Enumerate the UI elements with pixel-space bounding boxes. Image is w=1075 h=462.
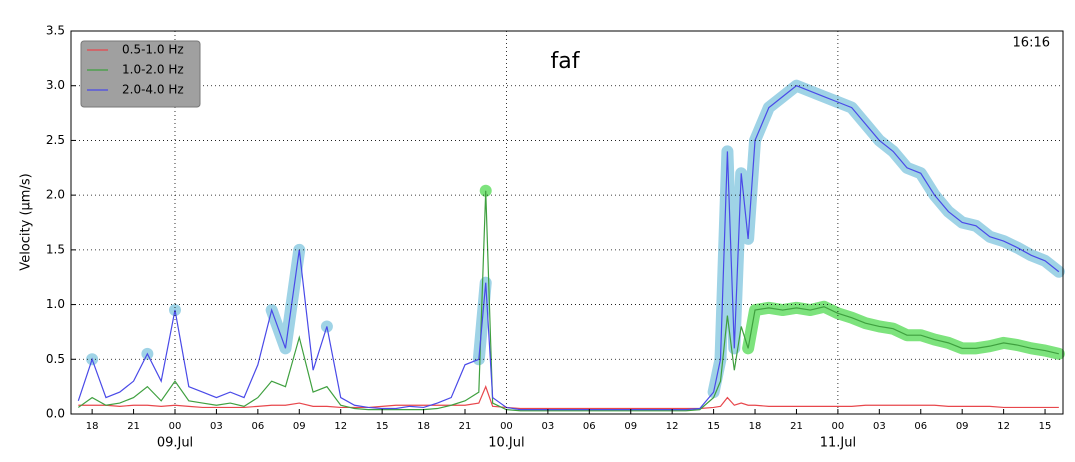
legend-label: 2.0-4.0 Hz [122,83,184,97]
date-label: 10.Jul [488,436,524,451]
legend-label: 0.5-1.0 Hz [122,43,184,57]
highlight [265,243,306,355]
series-line [77,190,1059,412]
x-tick-label: 15 [1039,421,1052,432]
y-tick-label: 0.5 [46,352,65,366]
x-tick-label: 18 [86,421,99,432]
chart-title: faf [551,49,581,74]
x-tick-label: 06 [251,421,264,432]
x-tick-label: 00 [500,421,513,432]
x-tick-label: 06 [583,421,596,432]
x-tick-label: 21 [127,421,140,432]
x-tick-label: 18 [749,421,762,432]
series-line [78,384,1059,410]
y-axis-label: Velocity (μm/s) [19,173,34,270]
x-tick-label: 03 [210,421,223,432]
y-tick-label: 2.5 [46,133,65,147]
date-label: 09.Jul [157,436,193,451]
x-tick-label: 09 [956,421,969,432]
x-tick-label: 09 [624,421,637,432]
legend-box [80,40,201,108]
plot-frame [70,30,1064,415]
y-tick-label: 2.0 [46,188,65,202]
x-tick-label: 00 [832,421,845,432]
x-tick-label: 00 [169,421,182,432]
x-tick-label: 12 [334,421,347,432]
series-line [77,85,1060,411]
highlights [86,79,1065,399]
x-tick-label: 21 [459,421,472,432]
y-tick-label: 3.5 [46,24,65,38]
highlight [742,300,1065,360]
x-tick-label: 15 [707,421,720,432]
y-tick-label: 1.5 [46,242,65,256]
x-tick-label: 09 [293,421,306,432]
annotation: 16:16 [1013,36,1050,51]
x-tick-label: 06 [914,421,927,432]
x-tick-label: 12 [666,421,679,432]
legend-label: 1.0-2.0 Hz [122,63,184,77]
y-tick-label: 1.0 [46,297,65,311]
x-tick-label: 03 [873,421,886,432]
y-tick-label: 3.0 [46,78,65,92]
x-tick-label: 21 [790,421,803,432]
date-label: 11.Jul [820,436,856,451]
x-tick-label: 12 [997,421,1010,432]
y-tick-label: 0.0 [46,407,65,421]
lines [77,85,1060,412]
x-tick-label: 03 [542,421,555,432]
x-tick-label: 18 [417,421,430,432]
x-tick-label: 15 [376,421,389,432]
